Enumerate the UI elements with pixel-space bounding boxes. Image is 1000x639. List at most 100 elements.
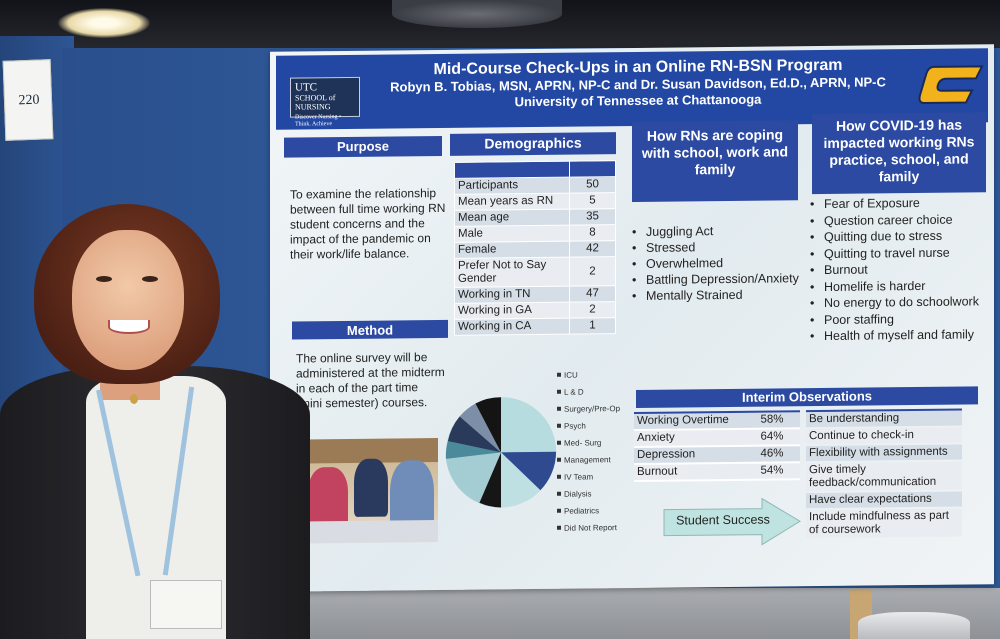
list-item: Health of myself and family xyxy=(810,326,986,344)
booth-number: 220 xyxy=(18,92,40,109)
recommendation-item: Have clear expectations xyxy=(806,491,962,509)
method-heading: Method xyxy=(292,319,448,340)
demographic-label: Working in TN xyxy=(454,286,570,304)
legend-entry: Med- Surg xyxy=(557,438,620,456)
demographics-heading: Demographics xyxy=(450,132,616,156)
list-item: Question career choice xyxy=(810,211,986,229)
legend-entry: Management xyxy=(557,455,620,473)
legend-entry: ICU xyxy=(557,370,620,388)
observation-value: 58% xyxy=(744,412,800,429)
necklace-pendant xyxy=(130,394,138,404)
observation-value: 64% xyxy=(744,428,800,446)
legend-entry: Pediatrics xyxy=(557,506,620,524)
legend-entry: Did Not Report xyxy=(557,523,620,541)
right-eye xyxy=(142,276,158,282)
demographic-value: 1 xyxy=(569,317,616,335)
pie-legend: ICU L & D Surgery/Pre-Op Psych Med- Surg Mana… xyxy=(557,370,620,541)
table-row: Mean years as RN 5 xyxy=(454,192,616,211)
left-eye xyxy=(96,276,112,282)
list-item: Mentally Strained xyxy=(632,286,802,304)
logo-line-3: Discover Nursing • Think. Achieve xyxy=(295,114,342,128)
demographic-value: 42 xyxy=(569,240,616,258)
observation-label: Burnout xyxy=(634,462,744,481)
list-item: No energy to do schoolwork xyxy=(810,293,986,311)
list-item: Stressed xyxy=(632,238,802,256)
demographic-value: 47 xyxy=(569,285,616,303)
ceiling-lamp xyxy=(58,8,150,38)
list-item: Quitting due to stress xyxy=(810,227,986,245)
table-row: Working Overtime 58% xyxy=(634,412,800,430)
demographic-label: Mean years as RN xyxy=(454,193,570,211)
list-item: Poor staffing xyxy=(810,310,986,328)
pie-slice xyxy=(501,397,557,453)
nursing-students-photo xyxy=(302,438,438,544)
presenter xyxy=(0,190,310,639)
header-text: Mid-Course Check-Ups in an Online RN-BSN… xyxy=(368,55,908,112)
table-row: Working in TN 47 xyxy=(454,285,616,304)
recommendation-item: Continue to check-in xyxy=(806,427,962,445)
pie-slice xyxy=(475,397,501,453)
purpose-text: To examine the relationship between full… xyxy=(290,186,446,262)
demographic-label: Prefer Not to Say Gender xyxy=(454,257,570,288)
arrow-right-icon xyxy=(663,497,801,546)
list-item: Battling Depression/Anxiety xyxy=(632,270,802,288)
covid-list: Fear of ExposureQuestion career choiceQu… xyxy=(810,194,986,344)
recommendation-item: Give timely feedback/communication xyxy=(806,461,962,492)
recommendation-item: Be understanding xyxy=(806,410,962,428)
covid-heading: How COVID-19 has impacted working RNs pr… xyxy=(812,112,986,195)
coping-list: Juggling ActStressedOverwhelmedBattling … xyxy=(632,222,802,304)
utc-c-logo-icon xyxy=(918,65,984,104)
table-row: Participants 50 xyxy=(454,176,616,195)
table-row: Depression 46% xyxy=(634,445,800,464)
recommendation-item: Flexibility with assignments xyxy=(806,444,962,462)
method-text: The online survey will be administered a… xyxy=(296,350,445,411)
demographic-value: 50 xyxy=(569,176,616,194)
legend-entry: L & D xyxy=(557,387,620,405)
demographic-value: 2 xyxy=(569,301,616,319)
table-row: Prefer Not to Say Gender 2 xyxy=(454,256,616,288)
list-item: Burnout xyxy=(810,260,986,278)
coping-heading: How RNs are coping with school, work and… xyxy=(632,120,798,202)
recommendation-item: Include mindfulness as part of coursewor… xyxy=(806,508,962,539)
demographic-value: 35 xyxy=(569,208,616,226)
recommendations-list: Be understanding Continue to check-in Flex… xyxy=(806,410,962,541)
demographic-label: Participants xyxy=(454,177,570,195)
demographic-value: 8 xyxy=(569,224,616,242)
observation-label: Working Overtime xyxy=(634,412,744,430)
list-item: Juggling Act xyxy=(632,222,802,240)
observation-value: 54% xyxy=(744,462,800,480)
name-badge xyxy=(150,580,222,629)
observation-label: Anxiety xyxy=(634,428,744,447)
face xyxy=(72,230,184,370)
table-row: Male 8 xyxy=(454,224,616,243)
pie-slice xyxy=(445,452,501,503)
demographic-label: Female xyxy=(454,241,570,259)
observation-value: 46% xyxy=(744,445,800,463)
student-success-label: Student Success xyxy=(676,512,770,528)
pie-slice xyxy=(501,451,557,491)
ceiling-vent xyxy=(392,0,562,28)
legend-entry: Dialysis xyxy=(557,489,620,507)
pie-slice xyxy=(447,416,501,453)
table-row: Working in CA 1 xyxy=(454,317,616,336)
pie-slice xyxy=(501,452,541,508)
interim-table: Working Overtime 58% Anxiety 64% Depression 4… xyxy=(634,412,800,482)
legend-entry: Psych xyxy=(557,421,620,439)
list-item: Fear of Exposure xyxy=(810,194,986,212)
table-row: Mean age 35 xyxy=(454,208,616,227)
observation-label: Depression xyxy=(634,445,744,464)
demographic-value: 5 xyxy=(569,192,616,210)
table-row: Burnout 54% xyxy=(634,462,800,481)
table-row: Female 42 xyxy=(454,240,616,259)
specialty-pie-chart xyxy=(445,397,557,508)
list-item: Quitting to travel nurse xyxy=(810,244,986,262)
list-item: Homelife is harder xyxy=(810,277,986,295)
pie-slice xyxy=(479,452,501,508)
list-item: Overwhelmed xyxy=(632,254,802,272)
table-row: Working in GA 2 xyxy=(454,301,616,320)
smile xyxy=(108,320,150,334)
demographic-label: Working in CA xyxy=(454,318,570,336)
demographic-label: Mean age xyxy=(454,209,570,227)
interim-heading: Interim Observations xyxy=(636,386,978,408)
